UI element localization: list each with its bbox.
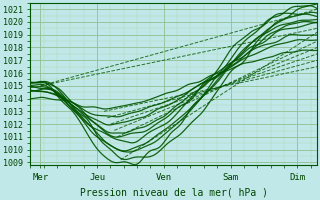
X-axis label: Pression niveau de la mer( hPa ): Pression niveau de la mer( hPa ) <box>80 187 268 197</box>
